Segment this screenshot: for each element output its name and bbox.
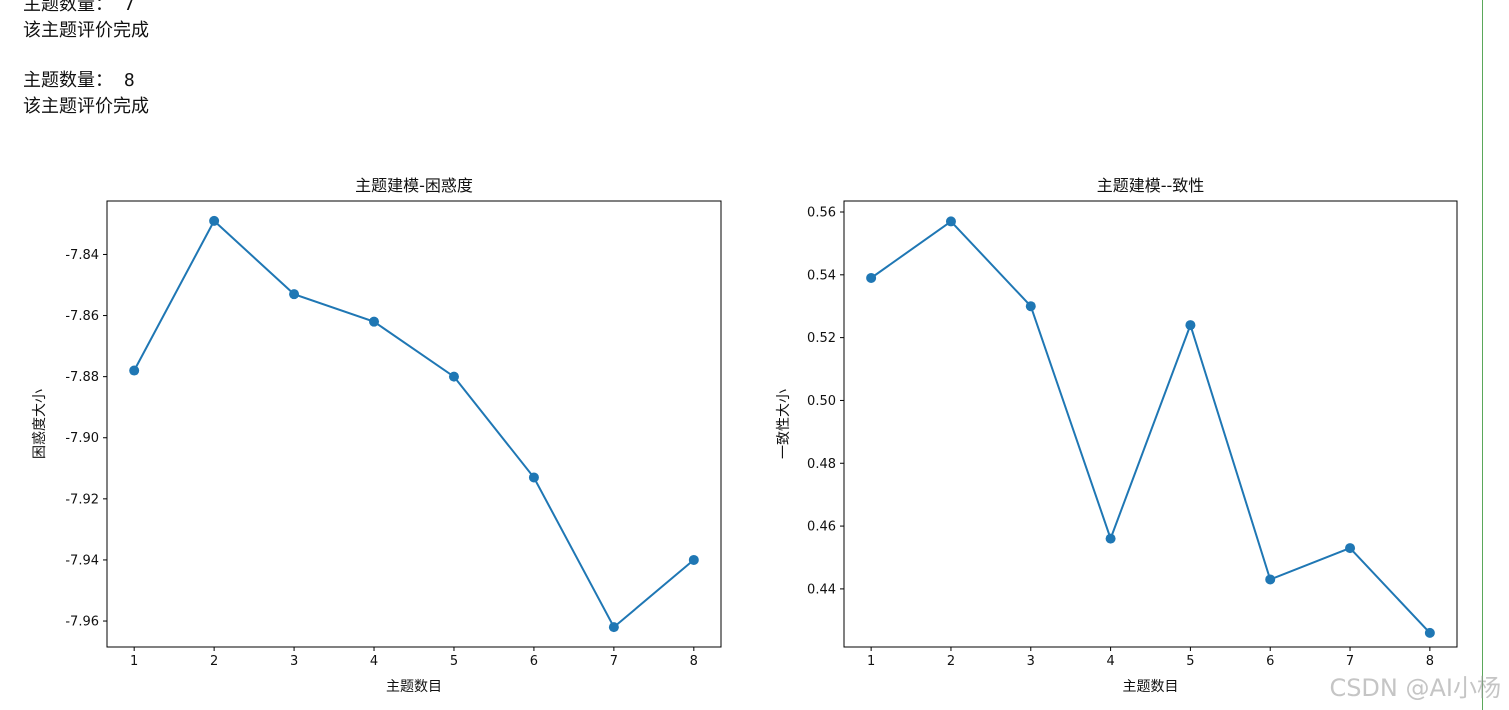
data-point bbox=[1345, 543, 1356, 554]
data-point bbox=[129, 365, 140, 376]
log-count-value: 8 bbox=[123, 70, 135, 91]
x-tick-label: 1 bbox=[130, 654, 138, 669]
y-tick-label: -7.86 bbox=[65, 309, 99, 324]
watermark: CSDN @AI小杨 bbox=[1329, 674, 1501, 702]
x-axis-label: 主题数目 bbox=[386, 679, 442, 695]
y-tick-label: -7.92 bbox=[65, 492, 99, 507]
x-tick-label: 8 bbox=[1426, 654, 1434, 669]
y-tick-label: -7.94 bbox=[65, 553, 99, 568]
data-point bbox=[1265, 574, 1276, 585]
x-tick-label: 6 bbox=[1266, 654, 1274, 669]
log-count-line: 主题数量： 7 bbox=[23, 0, 149, 18]
x-tick-label: 3 bbox=[1027, 654, 1035, 669]
data-point bbox=[866, 272, 877, 283]
y-tick-label: -7.90 bbox=[65, 431, 99, 446]
series-line bbox=[133, 219, 695, 629]
data-point bbox=[688, 554, 699, 565]
data-point bbox=[1185, 320, 1196, 331]
cell-border bbox=[1482, 0, 1483, 710]
output-log: 主题数量： 7 该主题评价完成 主题数量： 8 该主题评价完成 bbox=[23, 0, 149, 120]
chart-title: 主题建模-困惑度 bbox=[355, 176, 473, 195]
y-axis-label: 困惑度大小 bbox=[32, 389, 48, 459]
data-point bbox=[209, 215, 220, 226]
x-tick-label: 4 bbox=[1106, 654, 1114, 669]
y-tick-label: 0.44 bbox=[807, 582, 836, 597]
data-point bbox=[289, 289, 300, 300]
data-point bbox=[448, 371, 459, 382]
y-tick-label: -7.96 bbox=[65, 615, 99, 630]
data-point bbox=[1424, 627, 1435, 638]
x-tick-label: 1 bbox=[867, 654, 875, 669]
x-tick-label: 8 bbox=[690, 654, 698, 669]
perplexity-chart-svg: 主题建模-困惑度 1 2 3 4 5 6 7 8 -7.84 -7.86 -7.88 -7.90 -7.9… bbox=[32, 176, 722, 695]
x-tick-label: 7 bbox=[610, 654, 618, 669]
data-point bbox=[1105, 533, 1116, 544]
log-count-label: 主题数量： bbox=[23, 70, 113, 91]
y-tick-label: 0.48 bbox=[807, 457, 836, 472]
y-tick-label: -7.88 bbox=[65, 370, 99, 385]
chart-title: 主题建模--致性 bbox=[1097, 176, 1205, 195]
x-axis-label: 主题数目 bbox=[1123, 679, 1179, 695]
y-tick-label: 0.46 bbox=[807, 520, 836, 535]
data-point bbox=[945, 216, 956, 227]
data-point bbox=[369, 316, 380, 327]
y-tick-label: 0.50 bbox=[807, 394, 836, 409]
log-count-line: 主题数量： 8 bbox=[23, 68, 149, 94]
x-tick-label: 7 bbox=[1346, 654, 1354, 669]
y-axis-label: 一致性大小 bbox=[776, 389, 792, 459]
data-point bbox=[608, 622, 619, 633]
plot-frame bbox=[843, 200, 1458, 648]
x-tick-label: 2 bbox=[947, 654, 955, 669]
x-tick-label: 6 bbox=[530, 654, 538, 669]
x-tick-label: 2 bbox=[210, 654, 218, 669]
log-status-line: 该主题评价完成 bbox=[23, 20, 149, 41]
y-tick-label: 0.52 bbox=[807, 331, 836, 346]
x-tick-label: 5 bbox=[450, 654, 458, 669]
y-tick-label: 0.56 bbox=[807, 205, 836, 220]
x-tick-label: 5 bbox=[1186, 654, 1194, 669]
data-point bbox=[1025, 301, 1036, 312]
log-status-line: 该主题评价完成 bbox=[23, 96, 149, 117]
perplexity-chart: 主题建模-困惑度 1 2 3 4 5 6 7 8 -7.84 -7.86 -7.88 -7.90 -7.9… bbox=[20, 160, 740, 705]
y-tick-label: -7.84 bbox=[65, 248, 99, 263]
data-point bbox=[528, 472, 539, 483]
x-tick-label: 4 bbox=[370, 654, 378, 669]
log-count-value: 7 bbox=[123, 0, 135, 15]
coherence-chart: 主题建模--致性 1 2 3 4 5 6 7 8 0.56 0.54 0.52 0.50 0.48 0.46… bbox=[770, 160, 1470, 705]
series-line bbox=[870, 220, 1431, 634]
coherence-chart-svg: 主题建模--致性 1 2 3 4 5 6 7 8 0.56 0.54 0.52 0.50 0.48 0.46… bbox=[776, 176, 1458, 695]
y-tick-label: 0.54 bbox=[807, 268, 836, 283]
plot-frame bbox=[106, 200, 722, 648]
x-tick-label: 3 bbox=[290, 654, 298, 669]
log-count-label: 主题数量： bbox=[23, 0, 113, 15]
